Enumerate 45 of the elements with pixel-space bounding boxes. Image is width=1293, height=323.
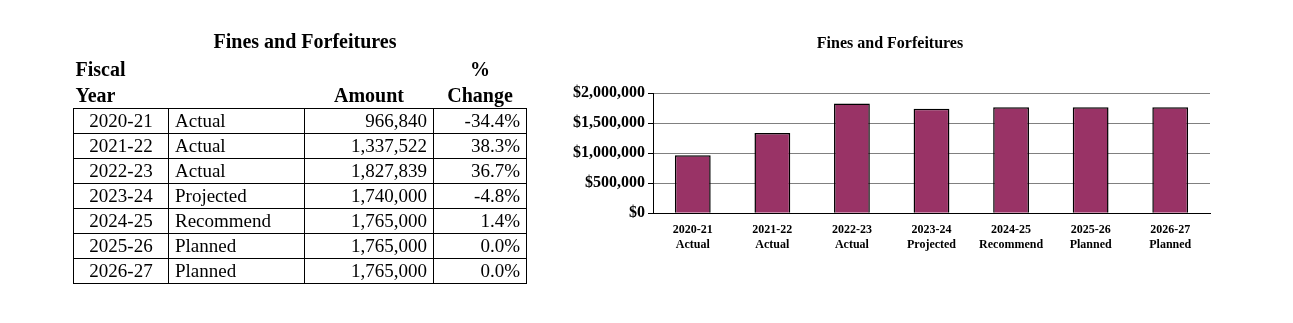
text: 1,765,000 bbox=[304, 233, 434, 259]
y-tick-label: $0 bbox=[629, 203, 645, 221]
y-tick-label: $2,000,000 bbox=[573, 83, 645, 101]
chart-title: Fines and Forfeitures bbox=[816, 33, 964, 51]
text: Planned bbox=[168, 233, 305, 259]
text: 2023-24 bbox=[73, 183, 169, 209]
y-tick-label: $500,000 bbox=[585, 173, 645, 191]
text: 2026-27 bbox=[73, 258, 169, 284]
text: 38.3% bbox=[433, 133, 527, 159]
text: Fines and Forfeitures bbox=[212, 30, 398, 54]
x-tick-label: 2023-24 Projected bbox=[906, 222, 957, 251]
text: Fiscal Year bbox=[74, 57, 127, 108]
text: % Change bbox=[446, 57, 514, 109]
y-tick-label: $1,000,000 bbox=[573, 143, 645, 161]
text: 1.4% bbox=[433, 208, 527, 234]
x-tick-label: 2025-26 Planned bbox=[1069, 222, 1112, 251]
text: -4.8% bbox=[433, 183, 527, 209]
text: -34.4% bbox=[433, 108, 527, 134]
x-tick-label: 2022-23 Actual bbox=[831, 222, 872, 251]
text: 2021-22 bbox=[73, 133, 169, 159]
text: Amount bbox=[333, 83, 405, 108]
x-tick-label: 2026-27 Planned bbox=[1149, 222, 1192, 251]
text: 1,740,000 bbox=[304, 183, 434, 209]
text: 1,765,000 bbox=[304, 258, 434, 284]
text: 2022-23 bbox=[73, 158, 169, 184]
y-tick-label: $1,500,000 bbox=[573, 113, 645, 131]
text: 966,840 bbox=[304, 108, 434, 134]
x-tick-label: 2021-22 Actual bbox=[752, 222, 793, 251]
x-tick-label: 2024-25 Recommend bbox=[979, 222, 1044, 251]
x-tick-label: 2020-21 Actual bbox=[672, 222, 713, 251]
text: Planned bbox=[168, 258, 305, 284]
text: Actual bbox=[168, 133, 305, 159]
text: 1,337,522 bbox=[304, 133, 434, 159]
text: 1,827,839 bbox=[304, 158, 434, 184]
text: Actual bbox=[168, 108, 305, 134]
text: Recommend bbox=[168, 208, 305, 234]
text: 2025-26 bbox=[73, 233, 169, 259]
text: 0.0% bbox=[433, 258, 527, 284]
text: Actual bbox=[168, 158, 305, 184]
text: 2020-21 bbox=[73, 108, 169, 134]
text: 0.0% bbox=[433, 233, 527, 259]
text: 1,765,000 bbox=[304, 208, 434, 234]
text: 36.7% bbox=[433, 158, 527, 184]
text: Projected bbox=[168, 183, 305, 209]
text: 2024-25 bbox=[73, 208, 169, 234]
